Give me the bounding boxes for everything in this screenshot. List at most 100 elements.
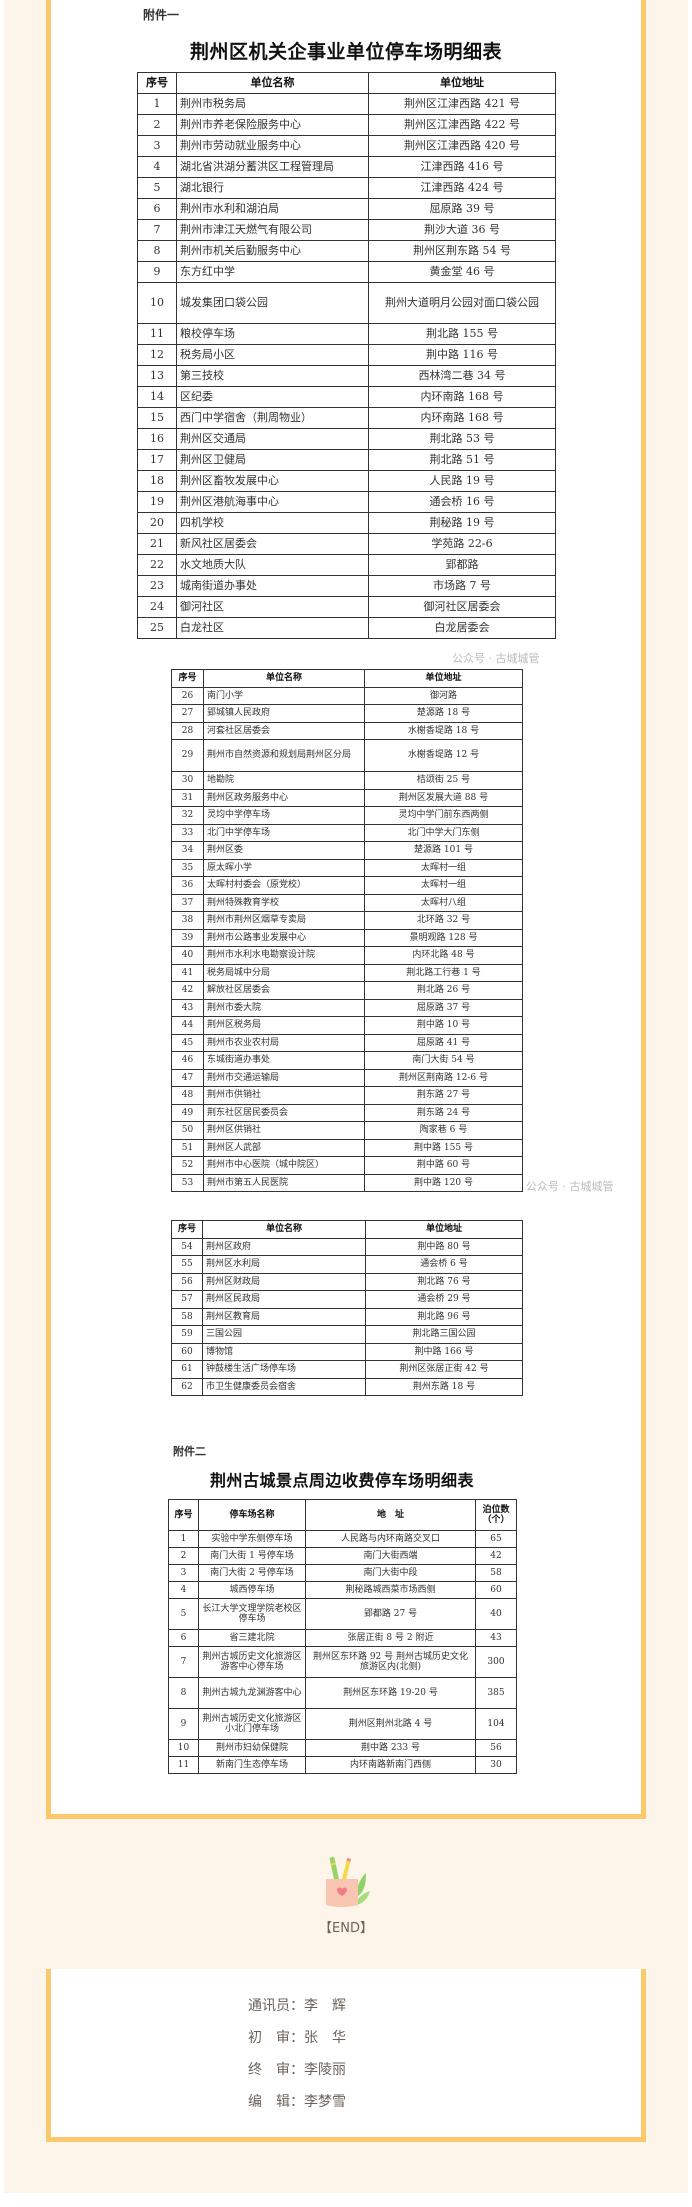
unit-name-cell: 原太晖小学: [203, 858, 365, 877]
row-number-cell: 36: [171, 876, 204, 895]
row-number-cell: 15: [137, 407, 177, 429]
table-row: 2 南门大街 1 号停车场 南门大街西端 42: [168, 1547, 517, 1565]
unit-name-cell: 荆州市水利和湖泊局: [176, 198, 369, 220]
row-number-cell: 56: [171, 1272, 203, 1291]
column-header: 地 址: [305, 1499, 476, 1531]
address-cell: 屈原路 41 号: [364, 1033, 523, 1052]
unit-name-cell: 荆州市交通运输局: [203, 1068, 365, 1087]
address-cell: 荆州区荆南路 12-6 号: [364, 1068, 523, 1087]
unit-name-cell: 税务局小区: [176, 344, 369, 366]
row-number-cell: 31: [171, 788, 204, 807]
address-cell: 学苑路 22-6: [368, 533, 556, 555]
unit-name-cell: 荆州市公路事业发展中心: [203, 928, 365, 947]
table-row: 10 荆州市妇幼保健院 荆中路 233 号 56: [168, 1739, 517, 1757]
unit-name-cell: 荆州市妇幼保健院: [198, 1739, 306, 1757]
table-row: 23 城南街道办事处 市场路 7 号: [137, 575, 556, 597]
table-row: 51 荆州区人武部 荆中路 155 号: [171, 1138, 523, 1157]
address-cell: 屈原路 39 号: [368, 198, 556, 220]
address-cell: 荆州区张居正街 42 号: [365, 1360, 523, 1379]
table-row: 56 荆州区财政局 荆北路 76 号: [171, 1272, 523, 1291]
unit-name-cell: 荆州市劳动就业服务中心: [176, 135, 369, 157]
unit-name-cell: 南门大街 2 号停车场: [198, 1564, 306, 1582]
address-cell: 荆秘路城西菜市场西侧: [305, 1581, 476, 1599]
address-cell: 南门大街中段: [305, 1564, 476, 1582]
unit-name-cell: 城南街道办事处: [176, 575, 369, 597]
address-cell: 黄金堂 46 号: [368, 261, 556, 283]
end-marker: 【END】: [319, 1921, 373, 1936]
address-cell: 荆东路 27 号: [364, 1086, 523, 1105]
table-row: 10 城发集团口袋公园 荆州大道明月公园对面口袋公园: [137, 282, 556, 324]
address-cell: 荆中路 166 号: [365, 1342, 523, 1361]
row-number-cell: 57: [171, 1290, 203, 1309]
row-number-cell: 10: [137, 282, 177, 324]
table-row: 6 省三建北院 张居正街 8 号 2 附近 43: [168, 1629, 517, 1647]
table-row: 36 太晖村村委会（原党校） 太晖村一组: [171, 876, 523, 895]
credit-editor: 编 辑：李梦雪: [248, 2094, 346, 2110]
address-cell: 通会桥 16 号: [368, 491, 556, 513]
address-cell: 江津西路 424 号: [368, 177, 556, 199]
row-number-cell: 11: [168, 1756, 199, 1774]
row-number-cell: 49: [171, 1103, 204, 1122]
table-row: 42 解放社区居委会 荆北路 26 号: [171, 981, 523, 1000]
row-number-cell: 42: [171, 981, 204, 1000]
address-cell: 荆州东路 18 号: [365, 1377, 523, 1396]
header-row: 序号 单位名称 单位地址: [137, 72, 556, 94]
address-cell: 荆沙大道 36 号: [368, 219, 556, 241]
paid-parking-table: 序号 停车场名称地 址泊位数（个） 1 实验中学东侧停车场 人民路与内环南路交叉口 65 2…: [168, 1499, 517, 1774]
column-header: 单位地址: [365, 1220, 523, 1239]
table-row: 14 区纪委 内环南路 168 号: [137, 386, 556, 408]
address-cell: 景明观路 128 号: [364, 928, 523, 947]
spaces-cell: 30: [475, 1756, 517, 1774]
unit-name-cell: 税务局城中分局: [203, 963, 365, 982]
table-row: 9 荆州古城历史文化旅游区小北门停车场 荆州区荆州北路 4 号 104: [168, 1708, 517, 1740]
unit-name-cell: 西门中学宿舍（荆周物业）: [176, 407, 369, 429]
unit-name-cell: 荆州市供销社: [203, 1086, 365, 1105]
address-cell: 通会桥 6 号: [365, 1255, 523, 1274]
row-number-cell: 1: [137, 93, 177, 115]
address-cell: 陶家巷 6 号: [364, 1121, 523, 1140]
address-cell: 南门大街 54 号: [364, 1051, 523, 1070]
address-cell: 荆州大道明月公园对面口袋公园: [368, 282, 556, 324]
unit-name-cell: 市卫生健康委员会宿舍: [202, 1377, 366, 1396]
row-number-cell: 9: [168, 1708, 199, 1740]
unit-name-cell: 荆州区税务局: [203, 1016, 365, 1035]
address-cell: 荆州区荆州北路 4 号: [305, 1708, 476, 1740]
table-row: 15 西门中学宿舍（荆周物业） 内环南路 168 号: [137, 407, 556, 429]
unit-name-cell: 荆州市津江天燃气有限公司: [176, 219, 369, 241]
row-number-cell: 21: [137, 533, 177, 555]
row-number-cell: 30: [171, 771, 204, 790]
row-number-cell: 19: [137, 491, 177, 513]
unit-name-cell: 城西停车场: [198, 1581, 306, 1599]
unit-name-cell: 荆州市机关后勤服务中心: [176, 240, 369, 262]
table-row: 25 白龙社区 白龙居委会: [137, 617, 556, 639]
unit-name-cell: 河套社区居委会: [203, 721, 365, 740]
column-header: 单位名称: [203, 669, 365, 688]
row-number-cell: 11: [137, 323, 177, 345]
address-cell: 灵均中学门前东西两侧: [364, 806, 523, 825]
row-number-cell: 4: [137, 156, 177, 178]
row-number-cell: 45: [171, 1033, 204, 1052]
row-number-cell: 20: [137, 512, 177, 534]
annex2-label: 附件二: [173, 1445, 206, 1458]
table-row: 55 荆州区水利局 通会桥 6 号: [171, 1255, 523, 1274]
unit-name-cell: 荆州区政府: [202, 1237, 366, 1256]
unit-name-cell: 钟鼓楼生活广场停车场: [202, 1360, 366, 1379]
table-row: 5 湖北银行 江津西路 424 号: [137, 177, 556, 199]
table-row: 35 原太晖小学 太晖村一组: [171, 858, 523, 877]
address-cell: 荆东路 24 号: [364, 1103, 523, 1122]
unit-name-cell: 荆州区水利局: [202, 1255, 366, 1274]
table-row: 57 荆州区民政局 通会桥 29 号: [171, 1290, 523, 1309]
row-number-cell: 13: [137, 365, 177, 387]
row-number-cell: 24: [137, 596, 177, 618]
unit-name-cell: 省三建北院: [198, 1629, 306, 1647]
address-cell: 荆中路 60 号: [364, 1156, 523, 1175]
table-row: 9 东方红中学 黄金堂 46 号: [137, 261, 556, 283]
row-number-cell: 9: [137, 261, 177, 283]
spaces-cell: 58: [475, 1564, 517, 1582]
table-row: 54 荆州区政府 荆中路 80 号: [171, 1237, 523, 1256]
column-header: 停车场名称: [198, 1499, 306, 1531]
credits-box: [46, 1969, 646, 2142]
table-row: 48 荆州市供销社 荆东路 27 号: [171, 1086, 523, 1105]
row-number-cell: 3: [137, 135, 177, 157]
table-row: 12 税务局小区 荆中路 116 号: [137, 344, 556, 366]
